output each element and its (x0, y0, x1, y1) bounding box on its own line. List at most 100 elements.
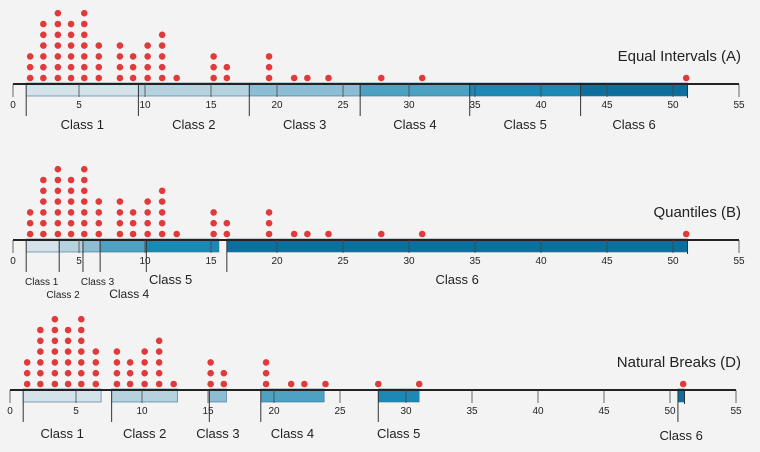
data-point (54, 63, 62, 71)
data-point (144, 53, 151, 60)
data-point (170, 380, 177, 388)
data-point (126, 359, 134, 366)
data-point (80, 176, 88, 184)
data-point (207, 369, 214, 377)
data-point (116, 53, 124, 60)
data-point (158, 209, 166, 216)
data-point (40, 63, 47, 71)
x-tick-label: 0 (7, 406, 13, 417)
x-tick-label: 20 (271, 256, 283, 267)
class-label: Class 5 (149, 272, 192, 287)
data-point (40, 31, 47, 39)
data-point (290, 74, 298, 82)
data-point (67, 209, 75, 216)
data-point (80, 165, 88, 173)
data-point (26, 53, 34, 60)
data-point (223, 219, 231, 227)
data-point (158, 198, 166, 205)
data-point (26, 74, 34, 82)
data-point (77, 369, 85, 377)
data-point (54, 209, 62, 216)
data-point (158, 42, 166, 49)
data-point (40, 53, 47, 60)
data-point (220, 380, 228, 388)
data-point (77, 348, 85, 355)
class-label: Class 3 (81, 277, 115, 288)
x-tick-label: 5 (76, 100, 82, 111)
data-point (92, 380, 100, 388)
data-point (67, 219, 75, 227)
data-point (265, 209, 273, 216)
data-point (301, 380, 308, 388)
data-point (67, 74, 75, 82)
panel-3: 0 5 10 15 20 25 30 35 40 45 50 55 Class 1 Class 2 Clas… (7, 315, 742, 443)
data-point (287, 380, 295, 388)
data-point (377, 74, 385, 82)
data-point (210, 63, 217, 71)
panel-title: Quantiles (B) (653, 204, 741, 221)
x-tick-label: 30 (403, 100, 415, 111)
data-point (207, 359, 214, 366)
x-tick-label: 5 (73, 406, 79, 417)
x-tick-label: 50 (664, 406, 676, 417)
data-point (116, 209, 124, 216)
data-point (418, 230, 426, 238)
data-point (113, 369, 121, 377)
data-point (155, 369, 163, 377)
data-point (129, 219, 137, 227)
data-point (40, 209, 47, 216)
data-point (223, 230, 231, 238)
data-point (37, 359, 44, 366)
data-point (77, 359, 85, 366)
x-tick-label: 50 (667, 256, 679, 267)
x-tick-label: 55 (733, 256, 745, 267)
data-point (67, 31, 75, 39)
x-tick-label: 0 (10, 100, 16, 111)
data-point (173, 230, 180, 238)
x-tick-label: 40 (535, 256, 547, 267)
data-point (95, 74, 103, 82)
data-point (95, 198, 103, 205)
data-point (80, 187, 88, 195)
data-point (129, 74, 137, 82)
data-point (415, 380, 423, 388)
data-point (80, 63, 88, 71)
data-point (92, 359, 100, 366)
data-point (95, 209, 103, 216)
data-point (40, 198, 47, 205)
data-point (155, 380, 163, 388)
data-point (67, 20, 75, 28)
data-point (144, 74, 151, 82)
data-point (144, 42, 151, 49)
class-label: Class 2 (46, 290, 80, 301)
data-point (158, 53, 166, 60)
class-label: Class 4 (393, 117, 436, 132)
data-point (129, 53, 137, 60)
data-point (80, 198, 88, 205)
data-point (682, 230, 690, 238)
data-point (223, 63, 231, 71)
data-point (113, 359, 121, 366)
data-point (23, 359, 31, 366)
data-point (158, 74, 166, 82)
class-label: Class 5 (377, 426, 420, 441)
data-point (54, 20, 62, 28)
x-tick-label: 10 (139, 256, 151, 267)
class-label: Class 6 (612, 117, 655, 132)
data-point (155, 359, 163, 366)
data-point (223, 74, 231, 82)
data-point (144, 209, 151, 216)
class-label: Class 6 (436, 272, 479, 287)
x-tick-label: 15 (205, 256, 217, 267)
data-point (265, 63, 273, 71)
panel-title: Equal Intervals (A) (618, 48, 741, 65)
data-point (207, 380, 214, 388)
x-tick-label: 45 (601, 100, 613, 111)
data-point (116, 63, 124, 71)
data-point (64, 380, 72, 388)
x-tick-label: 5 (76, 256, 82, 267)
data-point (374, 380, 382, 388)
x-tick-label: 35 (469, 256, 481, 267)
data-point (64, 348, 72, 355)
